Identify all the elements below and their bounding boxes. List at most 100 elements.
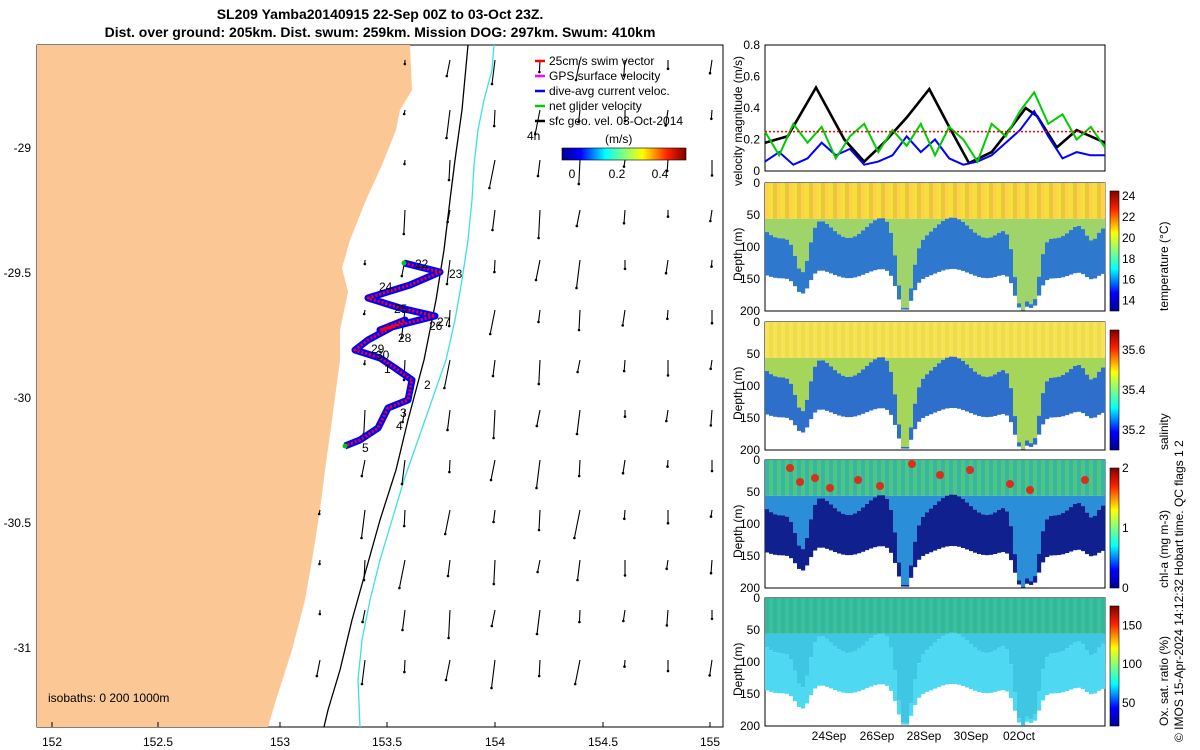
- section-cell: [985, 357, 990, 378]
- section-cell: [917, 183, 922, 219]
- section-cell: [857, 495, 862, 511]
- section-cell: [841, 322, 846, 358]
- section-cell: [1037, 415, 1042, 435]
- current-vector: [536, 609, 541, 635]
- section-cell: [1033, 495, 1038, 577]
- current-vector-head: [574, 78, 578, 82]
- section-cell: [801, 633, 806, 688]
- chl-hotspot: [908, 460, 916, 468]
- current-vector-head: [665, 419, 668, 423]
- section-cell: [1097, 495, 1102, 510]
- depth-tick-150: 150: [740, 549, 760, 563]
- section-cell: [1081, 368, 1086, 414]
- section-cell: [1057, 218, 1062, 238]
- section-cell: [769, 218, 774, 236]
- section-cell: [865, 633, 870, 642]
- section-cell: [1065, 372, 1070, 416]
- day-label-30: 30: [376, 348, 390, 362]
- current-vector-head: [623, 517, 626, 521]
- section-cell: [921, 357, 926, 379]
- section-cell: [825, 638, 830, 687]
- section-cell: [1009, 526, 1014, 561]
- section-cell: [1065, 218, 1070, 234]
- section-cell: [777, 633, 782, 654]
- current-vector-head: [400, 336, 403, 340]
- current-vector: [403, 509, 406, 527]
- section-cell: [1041, 460, 1046, 496]
- section-cell: [1077, 357, 1082, 366]
- section-cell: [1077, 641, 1082, 688]
- section-cell: [813, 598, 818, 634]
- section-cell: [889, 495, 894, 510]
- section-cell: [833, 322, 838, 358]
- section-cell: [833, 231, 838, 276]
- section-cell: [1045, 242, 1050, 281]
- section-cell: [789, 357, 794, 384]
- section-cell: [861, 633, 866, 646]
- section-cell: [849, 633, 854, 653]
- section-cell: [1093, 598, 1098, 634]
- section-cell: [869, 633, 874, 639]
- date-tick-labels: 24Sep 26Sep 28Sep 30Sep 02Oct: [812, 729, 1036, 743]
- section-cell: [817, 498, 822, 548]
- section-cell: [769, 650, 774, 692]
- section-cell: [873, 495, 878, 498]
- section-cell: [837, 322, 842, 358]
- section-cell: [777, 357, 782, 378]
- section-cell: [1053, 322, 1058, 358]
- section-cell: [937, 598, 942, 634]
- section-cell: [881, 183, 886, 219]
- section-cell: [1017, 598, 1022, 634]
- section-cell: [1029, 357, 1034, 444]
- section-cell: [913, 357, 918, 404]
- section-cell: [1069, 322, 1074, 358]
- current-vector-head: [576, 370, 579, 374]
- lon-tick-154.5: 154.5: [588, 735, 618, 749]
- current-vector: [491, 209, 496, 231]
- current-vector: [447, 559, 451, 577]
- current-vector: [401, 609, 406, 631]
- section-cell: [925, 357, 930, 375]
- section-cell: [925, 460, 930, 496]
- section-cell: [1093, 357, 1098, 378]
- section-cbar-label: salinity: [1157, 413, 1171, 450]
- section-cell: [1017, 322, 1022, 358]
- section-cell: [1097, 357, 1102, 372]
- section-cell: [881, 322, 886, 358]
- section-cell: [793, 357, 798, 395]
- depth-tick-100: 100: [740, 517, 760, 531]
- section-cell: [977, 218, 982, 236]
- isobath-200: [323, 44, 469, 728]
- current-vector-head: [402, 378, 406, 382]
- section-cell: [957, 358, 962, 409]
- section-cell: [777, 515, 782, 556]
- section-cell: [973, 633, 978, 648]
- section-cell: [921, 239, 926, 279]
- section-cell: [981, 322, 986, 358]
- section-cell: [893, 255, 898, 286]
- section-cell: [1013, 598, 1018, 634]
- section-cell: [1065, 460, 1070, 496]
- section-cell: [1025, 322, 1030, 358]
- velocity-yticks: 0 0.2 0.4 0.6 0.8: [743, 38, 760, 178]
- cbar-tick-100: 100: [1122, 657, 1142, 671]
- chl-hotspot: [876, 482, 884, 490]
- section-cell: [773, 183, 778, 219]
- section-cell: [1017, 357, 1022, 443]
- section-cell: [885, 633, 890, 637]
- section-cell: [917, 525, 922, 560]
- current-vector-head: [710, 617, 714, 621]
- section-cell: [985, 495, 990, 516]
- scale-label: 4h: [527, 129, 540, 143]
- section-cell: [893, 183, 898, 219]
- section-cell: [869, 322, 874, 358]
- section-cell: [937, 501, 942, 549]
- current-vector: [710, 359, 713, 369]
- current-vector: [363, 559, 366, 581]
- map-cbar-tick-0.2: 0.2: [609, 167, 626, 181]
- map-cbar-tick-0.4: 0.4: [652, 167, 669, 181]
- section-cell: [817, 633, 822, 637]
- section-cell: [921, 183, 926, 219]
- section-cell: [853, 357, 858, 376]
